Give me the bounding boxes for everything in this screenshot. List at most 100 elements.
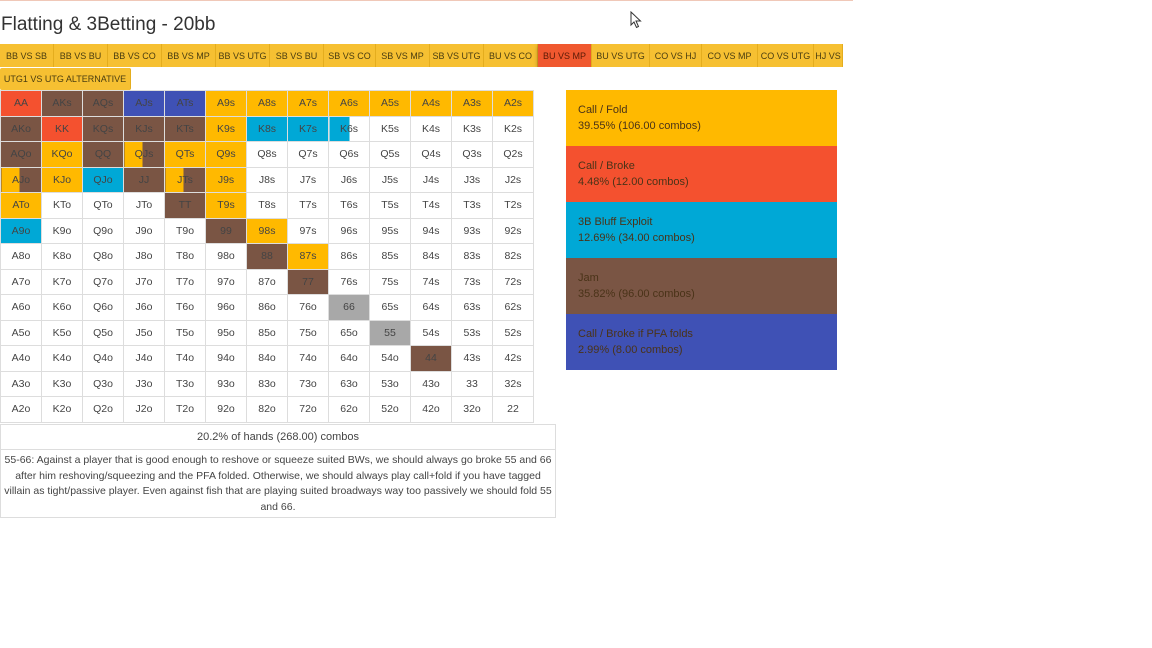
- hand-cell-65o[interactable]: 65o: [328, 319, 370, 346]
- hand-cell-q3o[interactable]: Q3o: [82, 370, 124, 397]
- hand-cell-jj[interactable]: JJ: [123, 166, 165, 193]
- hand-cell-77[interactable]: 77: [287, 268, 329, 295]
- hand-cell-aks[interactable]: AKs: [41, 90, 83, 117]
- hand-cell-52s[interactable]: 52s: [492, 319, 534, 346]
- hand-cell-q9o[interactable]: Q9o: [82, 217, 124, 244]
- hand-cell-t8s[interactable]: T8s: [246, 192, 288, 219]
- hand-cell-q4o[interactable]: Q4o: [82, 345, 124, 372]
- tab-co-vs-mp[interactable]: CO VS MP: [702, 44, 758, 67]
- hand-cell-73s[interactable]: 73s: [451, 268, 493, 295]
- hand-cell-86o[interactable]: 86o: [246, 294, 288, 321]
- hand-cell-52o[interactable]: 52o: [369, 396, 411, 423]
- hand-cell-aqo[interactable]: AQo: [0, 141, 42, 168]
- hand-cell-54o[interactable]: 54o: [369, 345, 411, 372]
- hand-cell-k9o[interactable]: K9o: [41, 217, 83, 244]
- hand-cell-74s[interactable]: 74s: [410, 268, 452, 295]
- hand-cell-qjo[interactable]: QJo: [82, 166, 124, 193]
- hand-cell-jts[interactable]: JTs: [164, 166, 206, 193]
- hand-cell-t9s[interactable]: T9s: [205, 192, 247, 219]
- hand-cell-q5s[interactable]: Q5s: [369, 141, 411, 168]
- hand-cell-j9o[interactable]: J9o: [123, 217, 165, 244]
- hand-cell-t3s[interactable]: T3s: [451, 192, 493, 219]
- hand-cell-85o[interactable]: 85o: [246, 319, 288, 346]
- hand-cell-j2o[interactable]: J2o: [123, 396, 165, 423]
- hand-cell-a6s[interactable]: A6s: [328, 90, 370, 117]
- hand-cell-93o[interactable]: 93o: [205, 370, 247, 397]
- hand-cell-73o[interactable]: 73o: [287, 370, 329, 397]
- hand-cell-99[interactable]: 99: [205, 217, 247, 244]
- hand-cell-k5o[interactable]: K5o: [41, 319, 83, 346]
- hand-cell-33[interactable]: 33: [451, 370, 493, 397]
- hand-cell-t4o[interactable]: T4o: [164, 345, 206, 372]
- hand-cell-j8o[interactable]: J8o: [123, 243, 165, 270]
- hand-cell-86s[interactable]: 86s: [328, 243, 370, 270]
- hand-cell-k3s[interactable]: K3s: [451, 115, 493, 142]
- hand-cell-72o[interactable]: 72o: [287, 396, 329, 423]
- hand-cell-63o[interactable]: 63o: [328, 370, 370, 397]
- hand-cell-j6s[interactable]: J6s: [328, 166, 370, 193]
- hand-cell-q8s[interactable]: Q8s: [246, 141, 288, 168]
- hand-cell-ako[interactable]: AKo: [0, 115, 42, 142]
- hand-cell-88[interactable]: 88: [246, 243, 288, 270]
- hand-cell-t4s[interactable]: T4s: [410, 192, 452, 219]
- hand-cell-j4s[interactable]: J4s: [410, 166, 452, 193]
- hand-cell-q7s[interactable]: Q7s: [287, 141, 329, 168]
- hand-cell-75s[interactable]: 75s: [369, 268, 411, 295]
- hand-cell-qjs[interactable]: QJs: [123, 141, 165, 168]
- hand-cell-74o[interactable]: 74o: [287, 345, 329, 372]
- hand-cell-a9o[interactable]: A9o: [0, 217, 42, 244]
- hand-cell-a8o[interactable]: A8o: [0, 243, 42, 270]
- hand-cell-84s[interactable]: 84s: [410, 243, 452, 270]
- tab-sb-vs-mp[interactable]: SB VS MP: [376, 44, 430, 67]
- hand-cell-75o[interactable]: 75o: [287, 319, 329, 346]
- hand-cell-t9o[interactable]: T9o: [164, 217, 206, 244]
- hand-cell-a4s[interactable]: A4s: [410, 90, 452, 117]
- hand-cell-k5s[interactable]: K5s: [369, 115, 411, 142]
- hand-cell-53o[interactable]: 53o: [369, 370, 411, 397]
- hand-cell-k7s[interactable]: K7s: [287, 115, 329, 142]
- tab-sb-vs-co[interactable]: SB VS CO: [324, 44, 376, 67]
- hand-cell-82s[interactable]: 82s: [492, 243, 534, 270]
- hand-cell-a2s[interactable]: A2s: [492, 90, 534, 117]
- hand-cell-64s[interactable]: 64s: [410, 294, 452, 321]
- hand-cell-83o[interactable]: 83o: [246, 370, 288, 397]
- hand-cell-44[interactable]: 44: [410, 345, 452, 372]
- hand-cell-k4o[interactable]: K4o: [41, 345, 83, 372]
- tab-bb-vs-sb[interactable]: BB VS SB: [0, 44, 54, 67]
- hand-cell-t8o[interactable]: T8o: [164, 243, 206, 270]
- hand-cell-62s[interactable]: 62s: [492, 294, 534, 321]
- hand-cell-ats[interactable]: ATs: [164, 90, 206, 117]
- hand-cell-j5s[interactable]: J5s: [369, 166, 411, 193]
- hand-cell-q9s[interactable]: Q9s: [205, 141, 247, 168]
- hand-cell-kqs[interactable]: KQs: [82, 115, 124, 142]
- hand-cell-43o[interactable]: 43o: [410, 370, 452, 397]
- tab-bu-vs-co[interactable]: BU VS CO: [484, 44, 538, 67]
- hand-cell-a5o[interactable]: A5o: [0, 319, 42, 346]
- hand-cell-t2s[interactable]: T2s: [492, 192, 534, 219]
- hand-cell-k8s[interactable]: K8s: [246, 115, 288, 142]
- tab-bb-vs-co[interactable]: BB VS CO: [108, 44, 162, 67]
- hand-cell-kk[interactable]: KK: [41, 115, 83, 142]
- hand-cell-76o[interactable]: 76o: [287, 294, 329, 321]
- tab-sb-vs-utg[interactable]: SB VS UTG: [430, 44, 484, 67]
- hand-cell-aa[interactable]: AA: [0, 90, 42, 117]
- hand-cell-66[interactable]: 66: [328, 294, 370, 321]
- tab-bb-vs-bu[interactable]: BB VS BU: [54, 44, 108, 67]
- tab-bu-vs-mp[interactable]: BU VS MP: [538, 44, 592, 67]
- hand-cell-q6s[interactable]: Q6s: [328, 141, 370, 168]
- hand-cell-94s[interactable]: 94s: [410, 217, 452, 244]
- hand-cell-97s[interactable]: 97s: [287, 217, 329, 244]
- hand-cell-65s[interactable]: 65s: [369, 294, 411, 321]
- hand-cell-42s[interactable]: 42s: [492, 345, 534, 372]
- hand-cell-k4s[interactable]: K4s: [410, 115, 452, 142]
- hand-cell-ato[interactable]: ATo: [0, 192, 42, 219]
- hand-cell-ajo[interactable]: AJo: [0, 166, 42, 193]
- hand-cell-j4o[interactable]: J4o: [123, 345, 165, 372]
- hand-cell-72s[interactable]: 72s: [492, 268, 534, 295]
- hand-cell-q3s[interactable]: Q3s: [451, 141, 493, 168]
- hand-cell-92o[interactable]: 92o: [205, 396, 247, 423]
- hand-cell-t7o[interactable]: T7o: [164, 268, 206, 295]
- hand-cell-j5o[interactable]: J5o: [123, 319, 165, 346]
- hand-cell-97o[interactable]: 97o: [205, 268, 247, 295]
- hand-cell-96o[interactable]: 96o: [205, 294, 247, 321]
